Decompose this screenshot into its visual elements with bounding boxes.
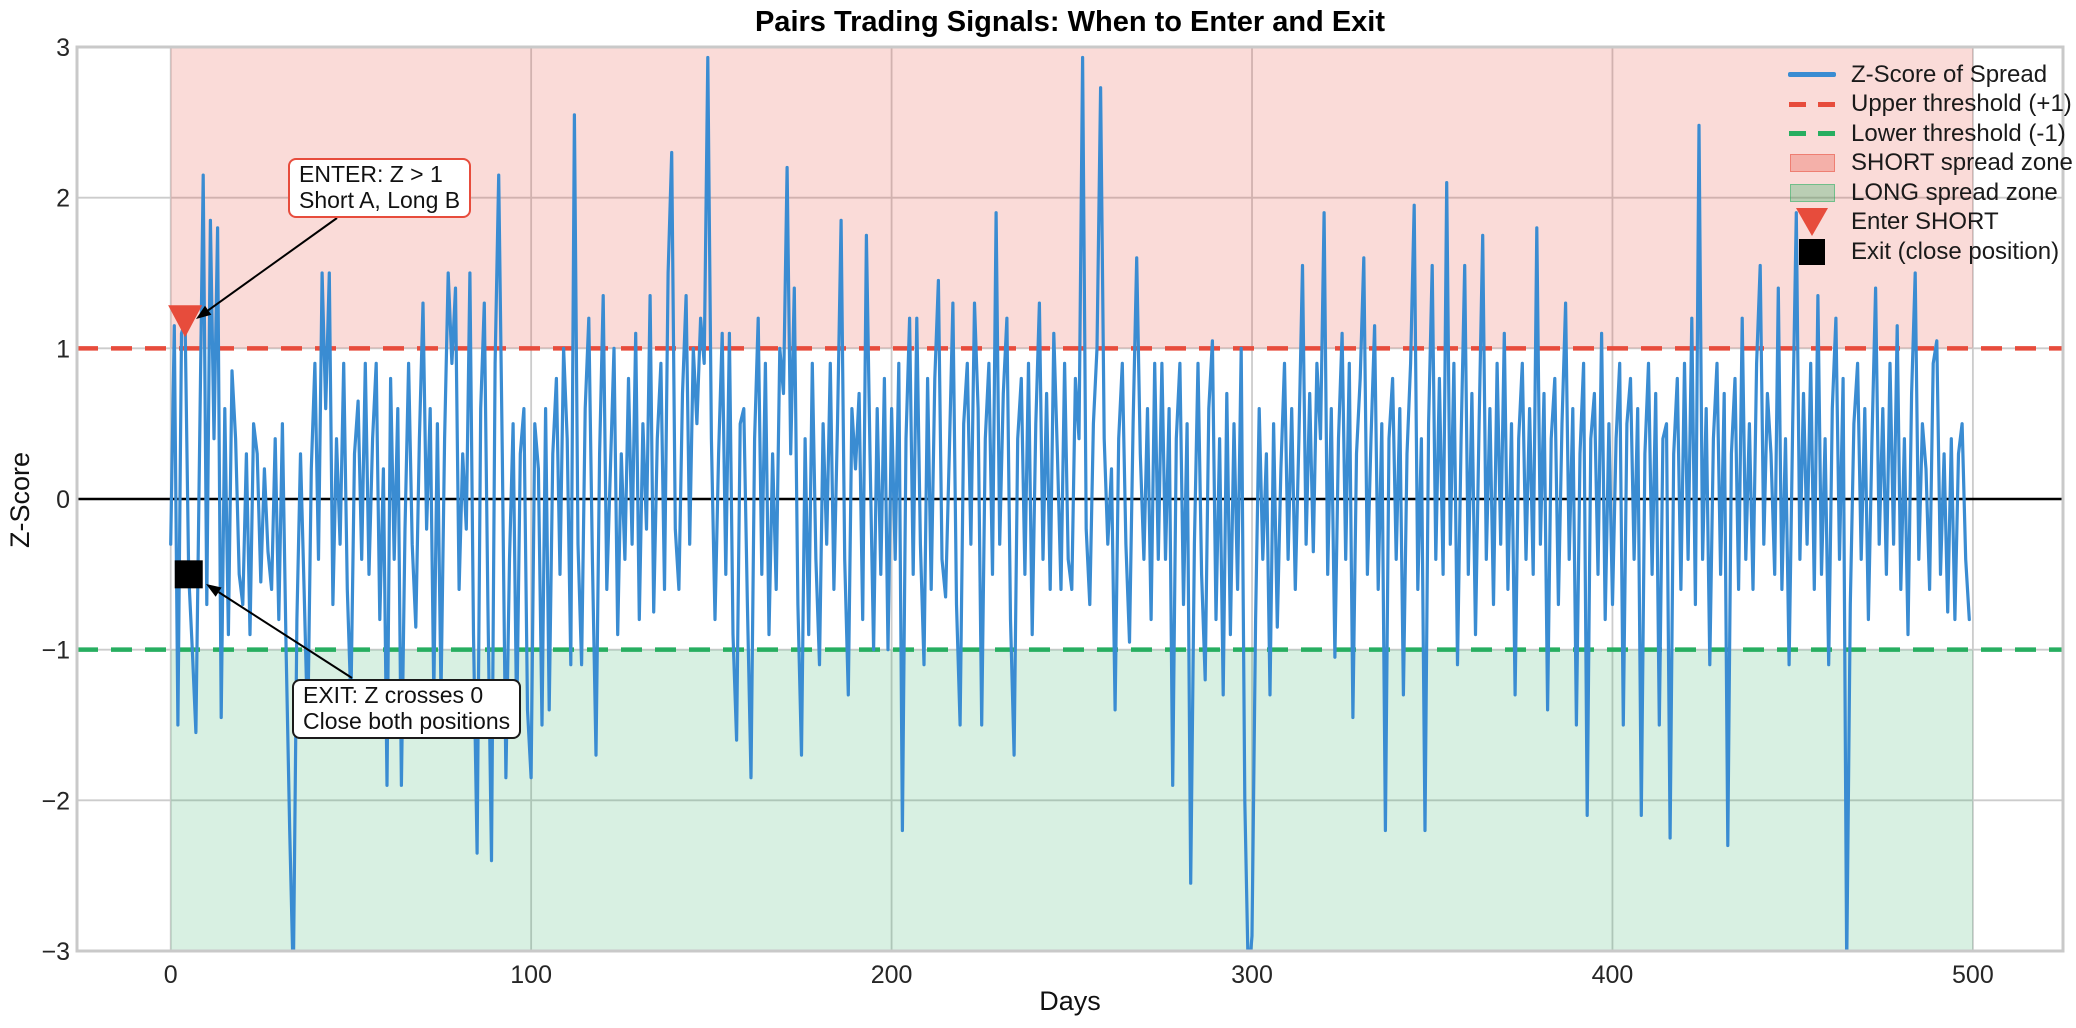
tick-labels: 0 100 200 300 400 500 −3 −2 −1 0 1 2 3 bbox=[41, 34, 1993, 989]
legend-label: SHORT spread zone bbox=[1851, 149, 2073, 177]
x-tick-label: 200 bbox=[871, 961, 913, 989]
legend-dashed-swatch bbox=[1789, 101, 1835, 107]
legend-square-icon bbox=[1799, 238, 1825, 265]
x-tick-label: 100 bbox=[510, 961, 552, 989]
legend-patch-swatch bbox=[1789, 183, 1835, 202]
enter-short-marker bbox=[168, 305, 203, 338]
exit-annotation-arrow bbox=[206, 584, 353, 679]
legend-patch-swatch bbox=[1789, 154, 1835, 173]
legend-row: Lower threshold (-1) bbox=[1788, 119, 2073, 149]
legend-triangle-down-icon bbox=[1796, 208, 1828, 237]
annotation-exit-signal: EXIT: Z crosses 0 Close both positions bbox=[292, 679, 522, 739]
plot-border bbox=[75, 45, 2065, 953]
y-tick-label: 3 bbox=[56, 34, 70, 62]
legend-label: Enter SHORT bbox=[1851, 208, 1999, 236]
legend-row: Z-Score of Spread bbox=[1788, 60, 2073, 90]
legend-label: LONG spread zone bbox=[1851, 178, 2058, 206]
legend-row: Enter SHORT bbox=[1788, 208, 2073, 238]
annotation-enter-signal: ENTER: Z > 1 Short A, Long B bbox=[288, 158, 472, 218]
y-tick-label: 1 bbox=[56, 335, 70, 363]
legend-row: Upper threshold (+1) bbox=[1788, 90, 2073, 120]
legend: Z-Score of Spread Upper threshold (+1) Low… bbox=[1788, 60, 2073, 267]
legend-row: Exit (close position) bbox=[1788, 237, 2073, 267]
legend-label: Z-Score of Spread bbox=[1851, 60, 2048, 88]
legend-label: Upper threshold (+1) bbox=[1851, 90, 2072, 118]
enter-annotation-arrow bbox=[196, 217, 338, 319]
x-tick-label: 300 bbox=[1231, 961, 1273, 989]
legend-row: SHORT spread zone bbox=[1788, 149, 2073, 179]
exit-marker bbox=[174, 560, 203, 589]
legend-label: Lower threshold (-1) bbox=[1851, 119, 2066, 147]
x-tick-label: 500 bbox=[1952, 961, 1994, 989]
legend-row: LONG spread zone bbox=[1788, 178, 2073, 208]
x-tick-label: 400 bbox=[1592, 961, 1634, 989]
chart-title: Pairs Trading Signals: When to Enter and… bbox=[754, 6, 1386, 38]
annotation-exit-line2: Close both positions bbox=[303, 708, 511, 734]
y-tick-label: −1 bbox=[41, 637, 70, 665]
zscore-line bbox=[169, 55, 1971, 951]
y-axis-label: Z-Score bbox=[5, 451, 35, 549]
legend-dashed-swatch bbox=[1789, 131, 1835, 137]
x-axis-label: Days bbox=[1039, 986, 1101, 1016]
annotation-exit-line1: EXIT: Z crosses 0 bbox=[303, 682, 484, 708]
series-group bbox=[169, 55, 1971, 951]
x-tick-label: 0 bbox=[164, 961, 178, 989]
y-tick-label: 2 bbox=[56, 185, 70, 213]
legend-line-swatch bbox=[1788, 72, 1836, 78]
y-tick-label: −3 bbox=[41, 938, 70, 966]
legend-label: Exit (close position) bbox=[1851, 237, 2060, 265]
y-tick-label: −2 bbox=[41, 787, 70, 815]
annotation-enter-line2: Short A, Long B bbox=[299, 187, 461, 213]
y-tick-label: 0 bbox=[56, 486, 70, 514]
annotation-enter-line1: ENTER: Z > 1 bbox=[299, 161, 443, 187]
